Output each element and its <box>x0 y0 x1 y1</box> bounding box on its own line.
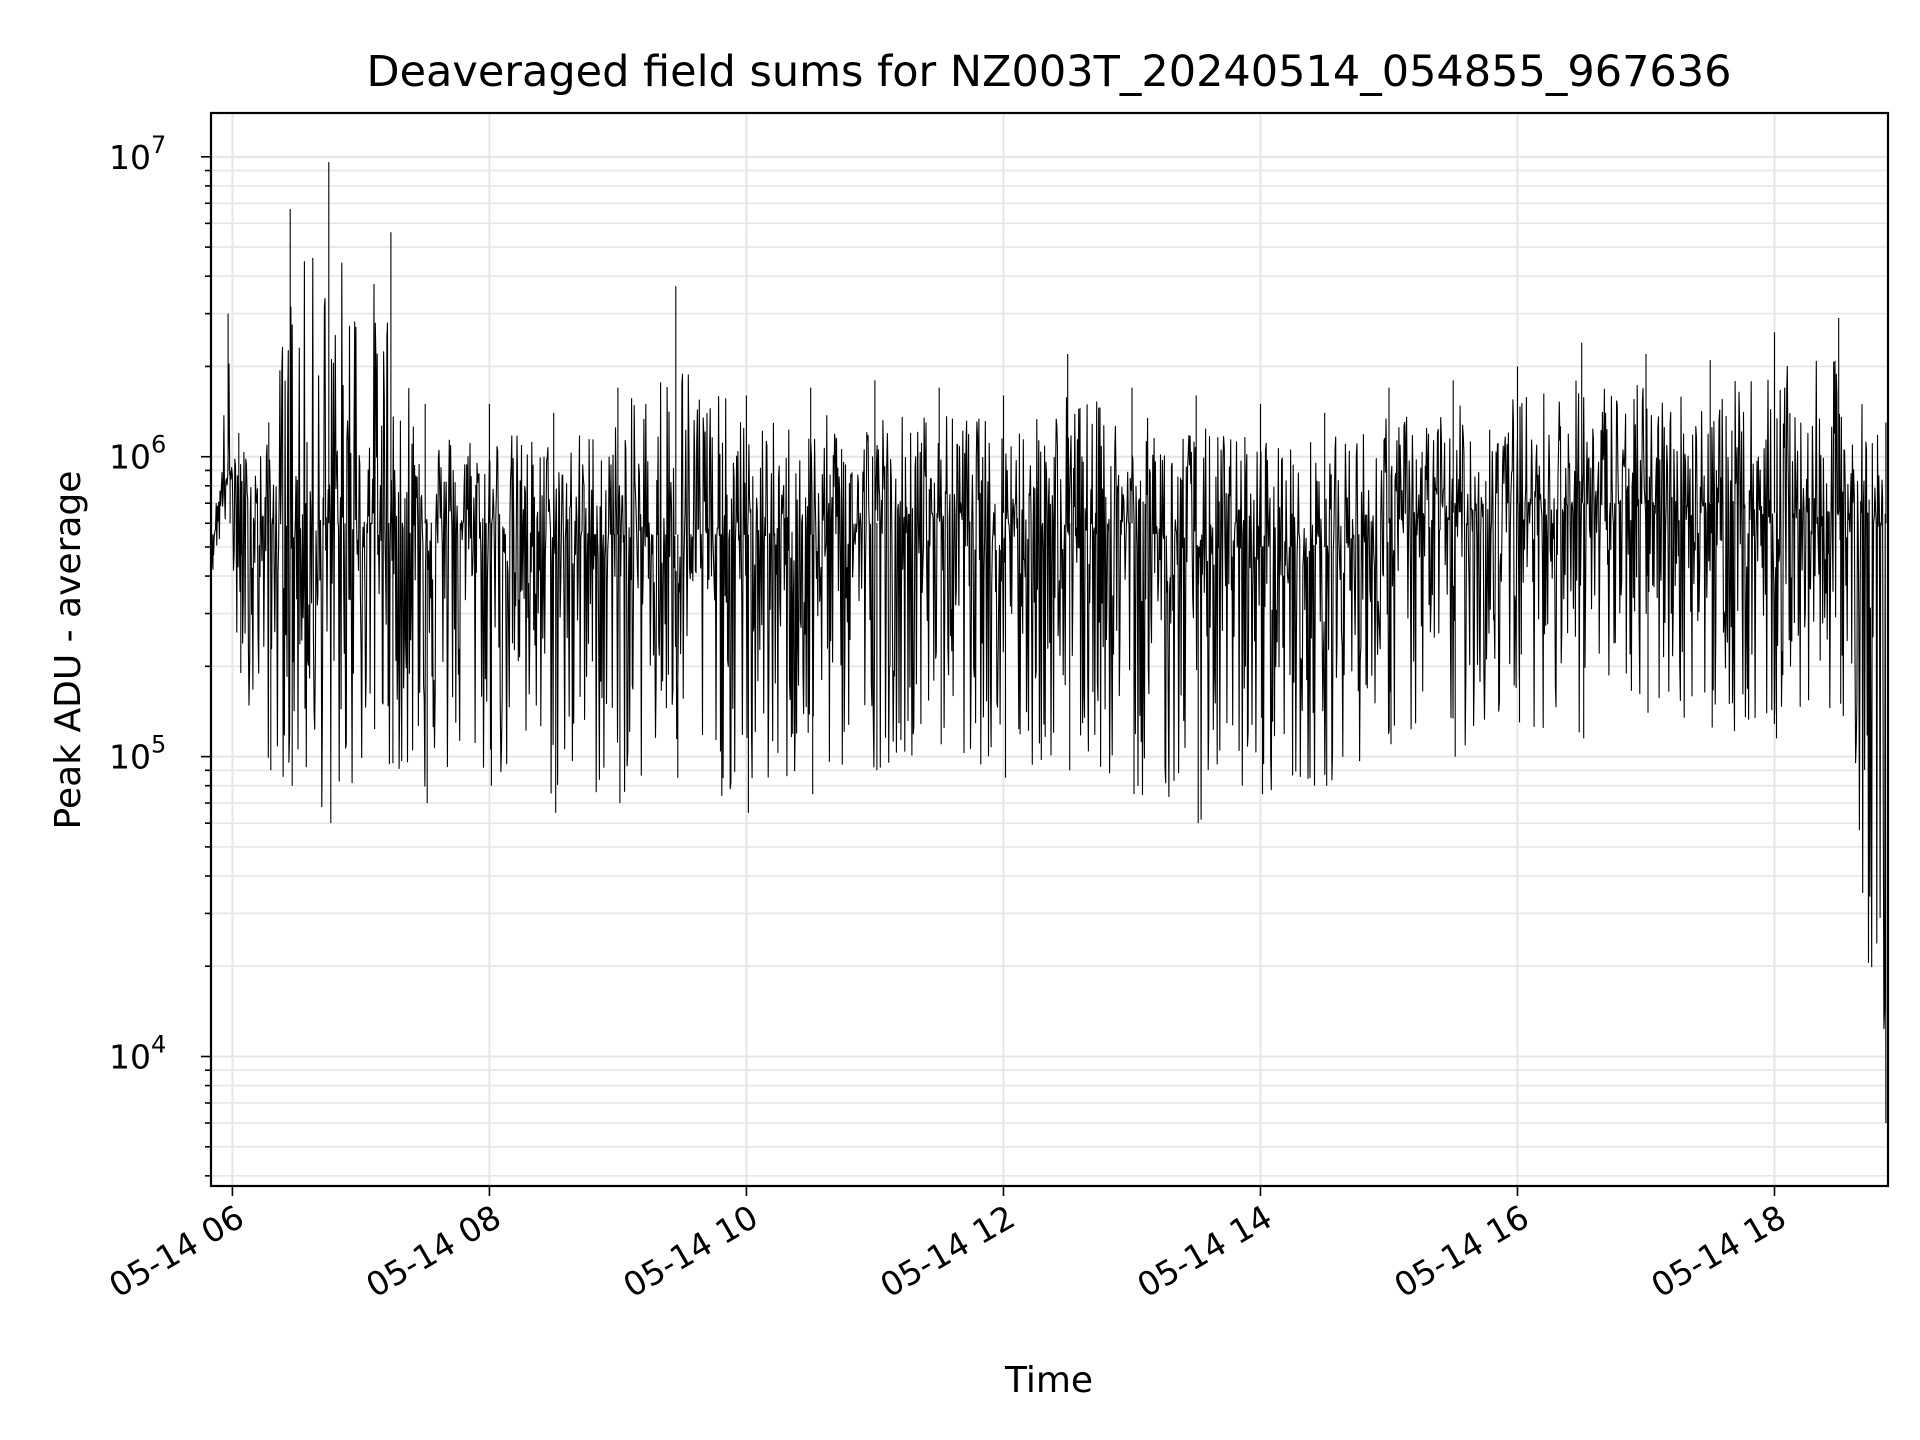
series-line <box>210 162 1889 1124</box>
series-line-path <box>210 162 1889 1124</box>
chart-title: Deaveraged field sums for NZ003T_2024051… <box>366 47 1731 97</box>
y-axis: 104 105 106 107 <box>109 131 211 1177</box>
y-tick-label: 107 <box>109 131 166 177</box>
y-tick-label: 104 <box>109 1031 166 1077</box>
y-tick-label: 106 <box>109 431 166 477</box>
y-axis-label: Peak ADU - average <box>48 471 89 830</box>
y-tick-label: 105 <box>109 731 166 777</box>
x-axis-label: Time <box>1004 1360 1093 1401</box>
plot-frame <box>209 111 1890 1188</box>
